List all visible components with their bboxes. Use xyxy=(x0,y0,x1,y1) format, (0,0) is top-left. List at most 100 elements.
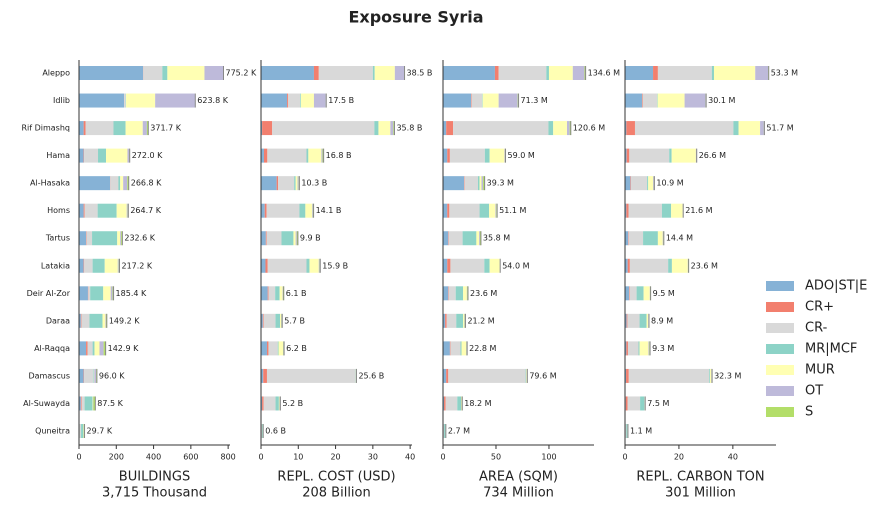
y-tick-label: Daraa xyxy=(46,316,70,325)
total-label: 10.9 M xyxy=(656,179,683,188)
bar-segment xyxy=(443,286,448,300)
bar-segment xyxy=(272,121,374,135)
bar-segment xyxy=(640,396,644,410)
x-tick-label: 0 xyxy=(622,453,627,462)
bar-segment xyxy=(658,94,685,108)
bar-segment xyxy=(480,176,482,190)
bar-segment xyxy=(268,259,307,273)
bar-segment xyxy=(306,259,309,273)
bar-segment xyxy=(463,231,477,245)
bar-segment xyxy=(504,149,505,163)
bar-segment xyxy=(626,424,627,438)
bar-segment xyxy=(629,369,709,383)
bar-segment xyxy=(81,314,82,328)
bar-segment xyxy=(79,341,86,355)
bar-segment xyxy=(261,66,314,80)
total-label: 32.3 M xyxy=(714,371,741,380)
bar-segment xyxy=(278,176,294,190)
total-label: 22.8 M xyxy=(469,344,496,353)
bar-segment xyxy=(443,66,495,80)
bar-segment xyxy=(685,94,706,108)
bar-segment xyxy=(373,66,375,80)
bar-segment xyxy=(463,314,464,328)
total-label: 15.9 B xyxy=(322,261,348,270)
bar-segment xyxy=(120,176,123,190)
bar-segment xyxy=(106,149,127,163)
y-tick-label: Homs xyxy=(47,206,70,215)
total-label: 71.3 M xyxy=(521,96,548,105)
bar-segment xyxy=(278,341,279,355)
bar-segment xyxy=(263,314,264,328)
bar-segment xyxy=(267,204,300,218)
bar-segment xyxy=(279,341,283,355)
y-tick-label: Al-Hasaka xyxy=(30,179,70,188)
x-axis-subtitle: 208 Billion xyxy=(302,486,371,501)
total-label: 266.8 K xyxy=(131,179,162,188)
total-label: 51.1 M xyxy=(499,206,526,215)
bar-segment xyxy=(625,286,629,300)
bar-segment xyxy=(710,369,711,383)
bar-segment xyxy=(672,149,696,163)
bar-segment xyxy=(657,94,658,108)
bar-segment xyxy=(79,66,143,80)
bar-segment xyxy=(449,286,456,300)
total-label: 51.7 M xyxy=(766,124,793,133)
bar-segment xyxy=(495,66,499,80)
total-label: 25.6 B xyxy=(358,371,384,380)
bar-segment xyxy=(553,121,567,135)
bar-segment xyxy=(495,204,496,218)
bar-segment xyxy=(630,286,637,300)
bar-segment xyxy=(447,314,457,328)
x-tick-label: 0 xyxy=(258,453,263,462)
bar-segment xyxy=(482,94,483,108)
bar-segment xyxy=(760,121,764,135)
bar-segment xyxy=(79,176,110,190)
bar-segment xyxy=(463,286,467,300)
bar-segment xyxy=(476,231,479,245)
bar-segment xyxy=(449,231,463,245)
bar-segment xyxy=(264,314,276,328)
bar-segment xyxy=(280,286,283,300)
bar-segment xyxy=(448,231,449,245)
y-tick-label: Deir Al-Zor xyxy=(27,289,71,298)
bar-segment xyxy=(444,424,445,438)
bar-segment xyxy=(124,94,125,108)
bar-segment xyxy=(111,286,113,300)
bar-segment xyxy=(143,121,147,135)
bar-segment xyxy=(626,121,635,135)
bar-segment xyxy=(167,66,204,80)
bar-segment xyxy=(446,396,458,410)
bar-segment xyxy=(567,121,570,135)
bar-segment xyxy=(446,121,453,135)
bar-segment xyxy=(626,204,628,218)
bar-segment xyxy=(653,66,658,80)
bar-segment xyxy=(390,121,393,135)
bar-segment xyxy=(264,396,276,410)
bar-segment xyxy=(261,259,265,273)
bar-segment xyxy=(653,176,654,190)
bar-segment xyxy=(79,286,88,300)
bar-segment xyxy=(626,396,628,410)
chart-title: Exposure Syria xyxy=(348,8,483,27)
x-tick-label: 50 xyxy=(491,453,501,462)
bar-segment xyxy=(276,396,279,410)
bar-segment xyxy=(81,314,89,328)
bar-segment xyxy=(100,341,104,355)
bar-segment xyxy=(668,259,672,273)
y-tick-label: Idlib xyxy=(53,96,70,105)
bar-segment xyxy=(275,286,279,300)
x-axis-subtitle: 3,715 Thousand xyxy=(102,486,207,501)
bar-segment xyxy=(267,149,306,163)
bar-segment xyxy=(86,121,114,135)
total-label: 185.4 K xyxy=(116,289,147,298)
bar-segment xyxy=(287,94,288,108)
legend-label: CR+ xyxy=(805,300,834,315)
bar-segment xyxy=(85,396,93,410)
total-label: 775.2 K xyxy=(226,69,257,78)
bar-segment xyxy=(93,369,94,383)
bar-segment xyxy=(755,66,768,80)
legend-swatch xyxy=(766,386,794,396)
bar-segment xyxy=(86,231,92,245)
legend-label: OT xyxy=(805,384,823,399)
